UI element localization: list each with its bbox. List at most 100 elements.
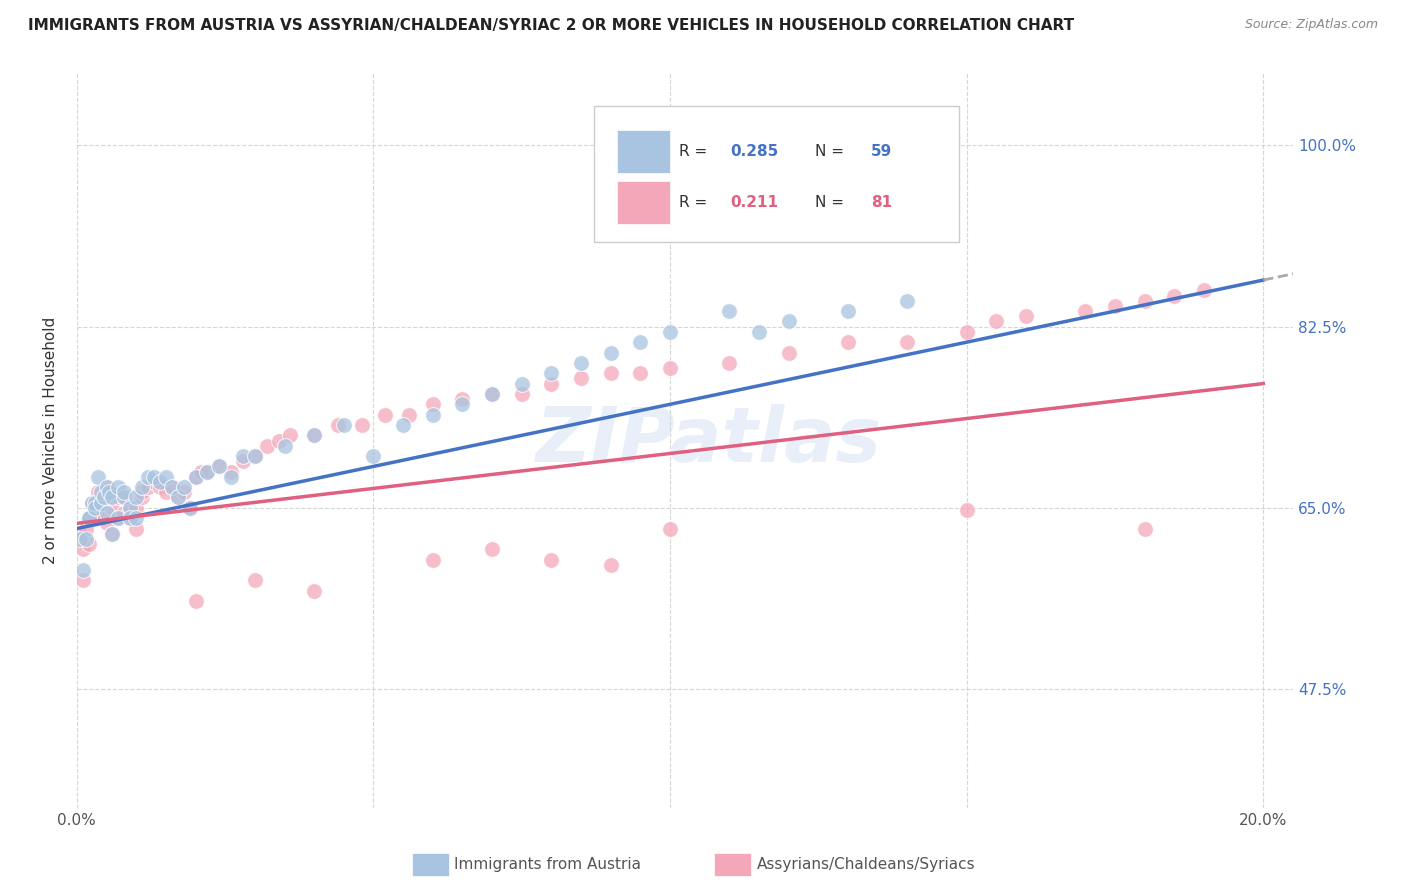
Point [232,449,254,463]
Point [232,454,254,468]
Point [107,480,129,494]
Point [986,314,1008,328]
Point [83,511,105,525]
Point [75,532,97,546]
Point [510,376,533,391]
Point [72,542,94,557]
Point [101,526,124,541]
Point [190,465,212,479]
Point [143,475,166,489]
Point [208,459,231,474]
Point [96,506,118,520]
Point [112,491,135,505]
Point [350,417,373,432]
Point [112,491,135,505]
Point [659,522,682,536]
Point [569,356,592,370]
Point [302,428,325,442]
Point [179,500,201,515]
Text: N =: N = [815,194,844,210]
Point [96,516,118,531]
Point [599,558,621,572]
Point [837,304,859,318]
Text: ZIPatlas: ZIPatlas [536,403,882,477]
Point [125,491,148,505]
Point [90,485,112,500]
Point [160,480,183,494]
Point [120,511,142,525]
Point [569,371,592,385]
Point [136,480,159,494]
Text: 81: 81 [870,194,893,210]
Point [748,325,770,339]
Point [72,574,94,588]
Point [86,485,108,500]
Point [80,496,103,510]
Point [659,325,682,339]
Text: Immigrants from Austria: Immigrants from Austria [454,857,641,871]
Point [160,480,183,494]
Point [481,387,503,401]
Text: Source: ZipAtlas.com: Source: ZipAtlas.com [1244,18,1378,31]
Point [90,511,112,525]
Point [93,491,115,505]
Point [599,345,621,359]
Point [540,366,562,380]
Point [96,480,118,494]
Point [77,511,100,525]
Point [422,397,444,411]
Point [86,469,108,483]
Point [896,335,918,350]
Point [131,480,153,494]
Point [333,417,356,432]
Point [363,449,385,463]
Point [243,449,266,463]
Point [1074,304,1097,318]
Point [77,511,100,525]
Point [243,449,266,463]
Point [155,485,177,500]
Text: R =: R = [679,145,711,159]
Point [143,469,166,483]
Point [184,469,207,483]
Text: 0.285: 0.285 [730,145,778,159]
Point [219,465,242,479]
Point [837,335,859,350]
Point [166,491,188,505]
Point [131,491,153,505]
Point [219,469,242,483]
Point [120,500,142,515]
Point [302,583,325,598]
FancyBboxPatch shape [593,106,959,242]
Point [956,325,979,339]
Point [120,500,142,515]
Point [69,526,91,541]
Text: IMMIGRANTS FROM AUSTRIA VS ASSYRIAN/CHALDEAN/SYRIAC 2 OR MORE VEHICLES IN HOUSEH: IMMIGRANTS FROM AUSTRIA VS ASSYRIAN/CHAL… [28,18,1074,33]
Point [184,594,207,608]
Point [956,503,979,517]
Point [125,511,148,525]
Point [718,356,741,370]
Point [75,522,97,536]
Text: R =: R = [679,194,711,210]
Point [90,496,112,510]
Point [72,563,94,577]
Point [1104,299,1126,313]
Point [778,314,800,328]
Point [112,506,135,520]
Point [107,511,129,525]
Point [398,408,420,422]
Point [451,392,474,406]
Point [69,532,91,546]
Point [173,485,195,500]
Text: N =: N = [815,145,844,159]
Point [392,417,415,432]
Point [256,439,278,453]
Point [280,428,302,442]
FancyBboxPatch shape [617,130,671,173]
Point [184,469,207,483]
Text: 0.211: 0.211 [730,194,778,210]
Point [1015,310,1038,324]
Point [1192,284,1215,298]
Point [77,537,100,551]
